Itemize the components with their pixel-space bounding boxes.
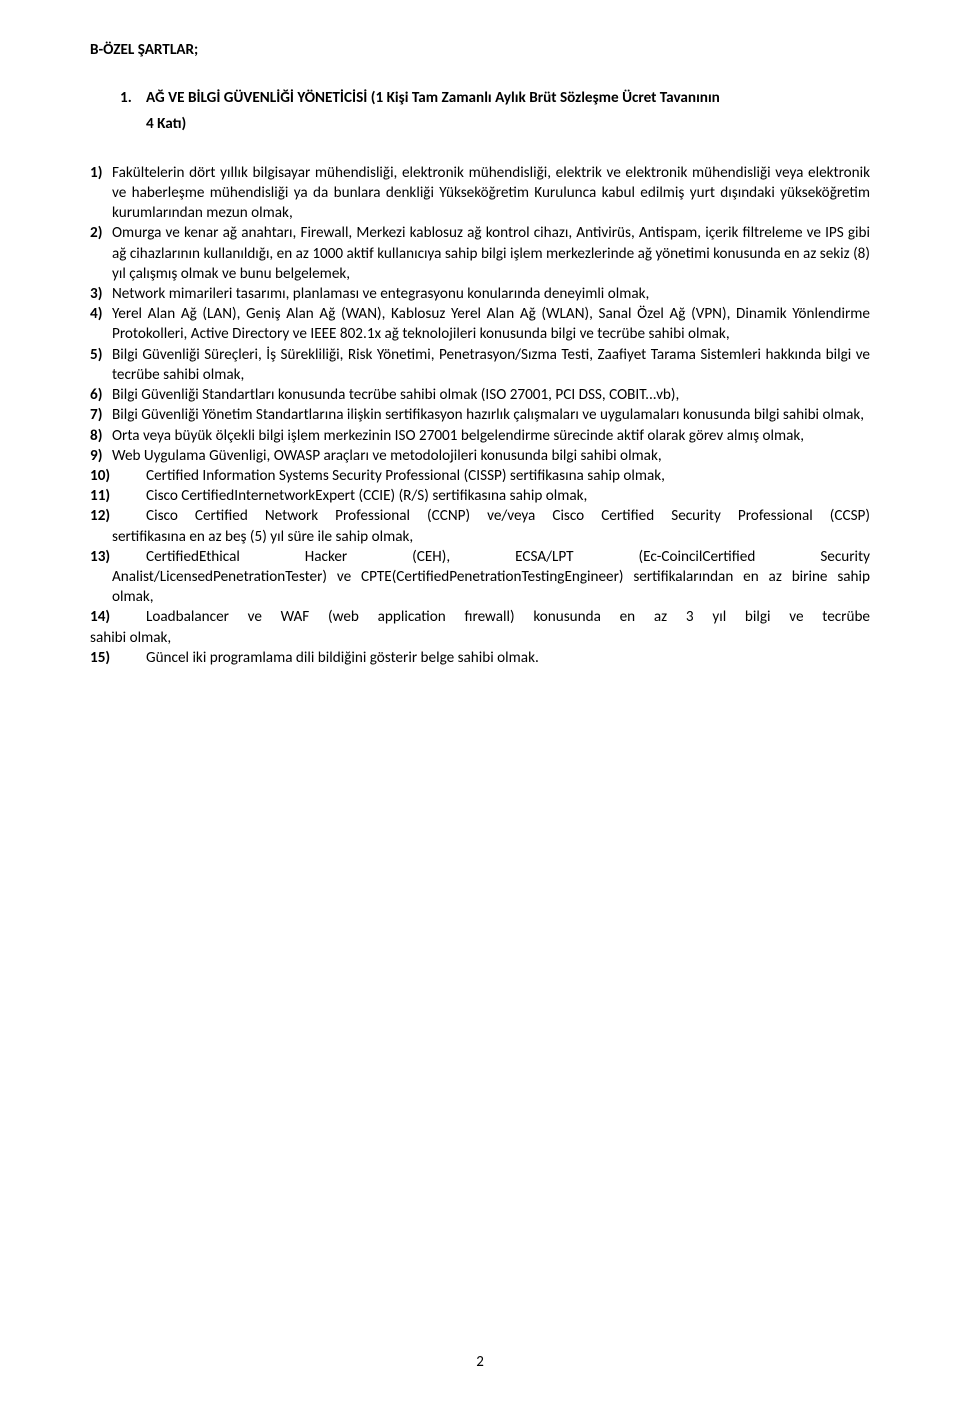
list-item-body: Yerel Alan Ağ (LAN), Geniş Alan Ağ (WAN)… [112,304,870,344]
list-item: 10)Certified Information Systems Securit… [90,466,870,486]
list-item: 6)Bilgi Güvenliği Standartları konusunda… [90,385,870,405]
list-item: 12)Cisco Certified Network Professional … [90,506,870,526]
list-marker: 14) [90,607,146,627]
list-item: 11)Cisco CertifiedInternetworkExpert (CC… [90,486,870,506]
list-marker: 12) [90,506,146,526]
list-item: 2)Omurga ve kenar ağ anahtarı, Firewall,… [90,223,870,284]
list-item-body: Certified Information Systems Security P… [146,466,870,486]
list-item-body: Bilgi Güvenliği Yönetim Standartlarına i… [112,405,870,425]
list-item-continuation: Analist/LicensedPenetrationTester) ve CP… [112,567,870,607]
list-item-body: CertifiedEthical Hacker (CEH), ECSA/LPT … [146,547,870,567]
list-marker: 4) [90,304,112,324]
list-item-body: Bilgi Güvenliği Süreçleri, İş Sürekliliğ… [112,345,870,385]
list-marker: 10) [90,466,146,486]
position-number: 1. [120,88,146,108]
list-item-line: CertifiedEthical Hacker (CEH), ECSA/LPT … [146,547,870,567]
list-marker: 8) [90,426,112,446]
list-marker: 7) [90,405,112,425]
requirements-list: 1)Fakültelerin dört yıllık bilgisayar mü… [90,163,870,668]
position-heading-line2: 4 Katı) [146,114,870,134]
list-marker: 15) [90,648,146,668]
list-item: 13)CertifiedEthical Hacker (CEH), ECSA/L… [90,547,870,567]
list-marker: 2) [90,223,112,243]
list-item: 14)Loadbalancer ve WAF (web application … [90,607,870,627]
list-item-body: Bilgi Güvenliği Standartları konusunda t… [112,385,870,405]
list-item-continuation: sertifikasına en az beş (5) yıl süre ile… [112,527,870,547]
list-item-line: Loadbalancer ve WAF (web application fır… [146,607,870,627]
list-item: 3)Network mimarileri tasarımı, planlamas… [90,284,870,304]
list-item-body: Fakültelerin dört yıllık bilgisayar mühe… [112,163,870,224]
list-marker: 13) [90,547,146,567]
list-item-body: Network mimarileri tasarımı, planlaması … [112,284,870,304]
list-item-body: Cisco Certified Network Professional (CC… [146,506,870,526]
section-heading: B-ÖZEL ŞARTLAR; [90,40,870,60]
list-item-body: Cisco CertifiedInternetworkExpert (CCIE)… [146,486,870,506]
list-item-body: Loadbalancer ve WAF (web application fır… [146,607,870,627]
list-marker: 6) [90,385,112,405]
list-item-body: Orta veya büyük ölçekli bilgi işlem merk… [112,426,870,446]
list-marker: 9) [90,446,112,466]
list-marker: 5) [90,345,112,365]
list-item: 5)Bilgi Güvenliği Süreçleri, İş Süreklil… [90,345,870,385]
list-item: 9)Web Uygulama Güvenligi, OWASP araçları… [90,446,870,466]
list-item: 7)Bilgi Güvenliği Yönetim Standartlarına… [90,405,870,425]
list-item-body: Web Uygulama Güvenligi, OWASP araçları v… [112,446,870,466]
list-item-body: Omurga ve kenar ağ anahtarı, Firewall, M… [112,223,870,284]
list-item: 8)Orta veya büyük ölçekli bilgi işlem me… [90,426,870,446]
list-item: 15)Güncel iki programlama dili bildiğini… [90,648,870,668]
list-marker: 1) [90,163,112,183]
list-item-body: Güncel iki programlama dili bildiğini gö… [146,648,870,668]
list-item-line: Cisco Certified Network Professional (CC… [146,506,870,526]
list-item: 1)Fakültelerin dört yıllık bilgisayar mü… [90,163,870,224]
list-marker: 3) [90,284,112,304]
list-item: 4)Yerel Alan Ağ (LAN), Geniş Alan Ağ (WA… [90,304,870,344]
position-title-l1: AĞ VE BİLGİ GÜVENLİĞİ YÖNETİCİSİ (1 Kişi… [146,89,720,107]
page-number: 2 [0,1353,960,1373]
list-marker: 11) [90,486,146,506]
list-item-continuation: sahibi olmak, [90,628,870,648]
position-heading-line1: 1.AĞ VE BİLGİ GÜVENLİĞİ YÖNETİCİSİ (1 Ki… [120,88,870,108]
